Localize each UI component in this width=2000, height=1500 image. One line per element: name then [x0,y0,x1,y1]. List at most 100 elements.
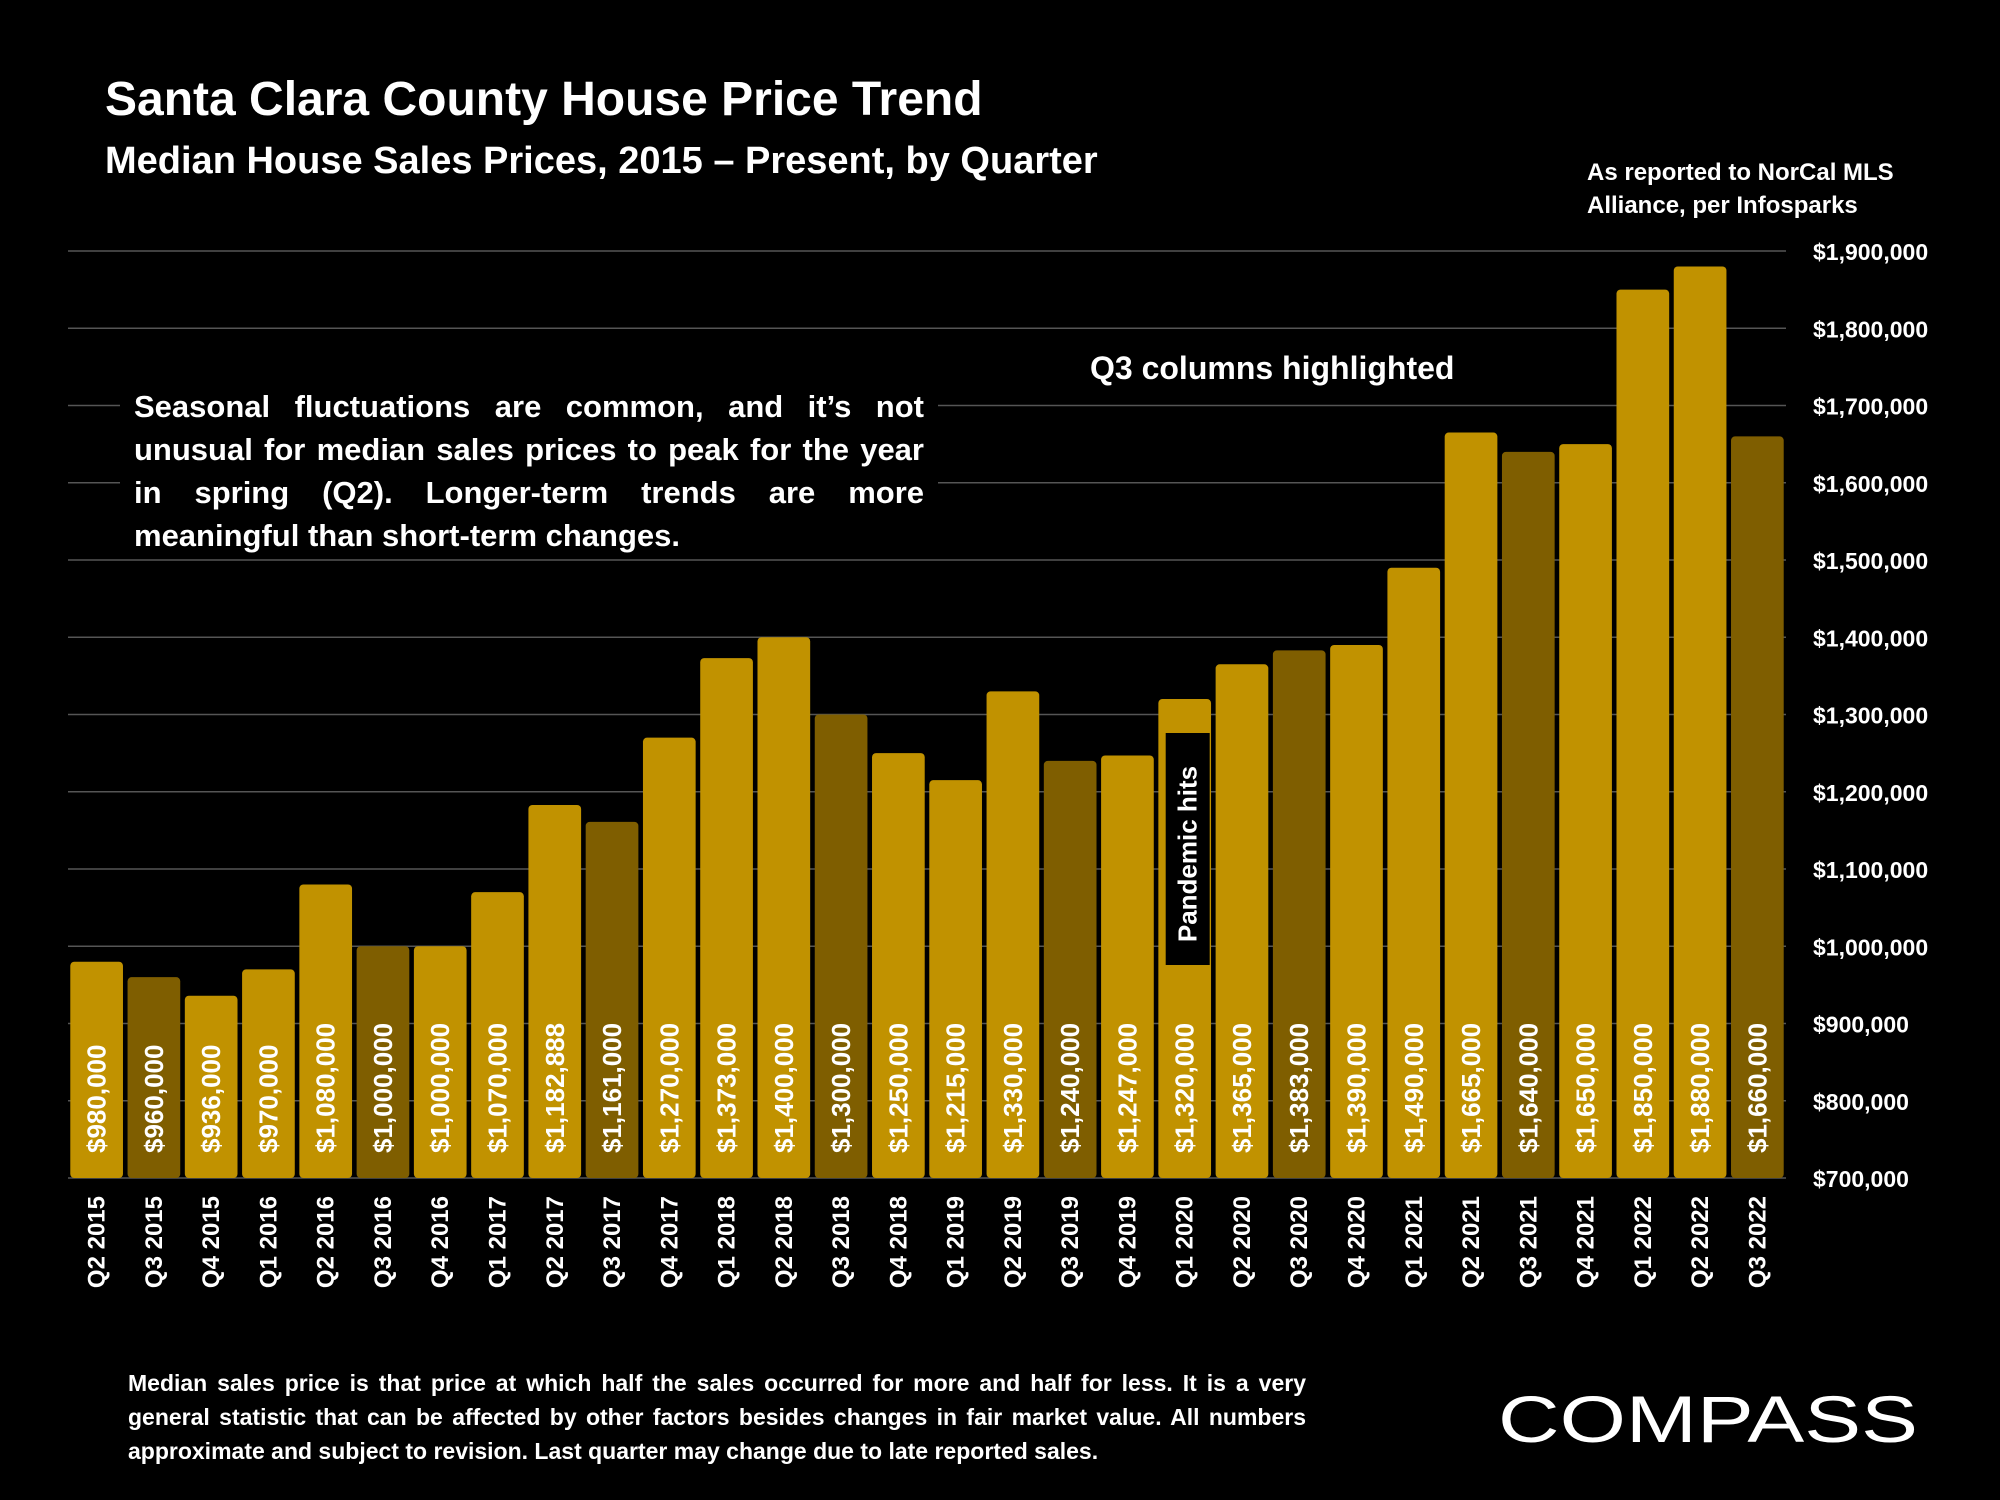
bar [242,969,295,1178]
x-tick-label: Q3 2016 [370,1196,397,1288]
seasonal-note: Seasonal fluctuations are common, and it… [120,385,938,557]
x-tick-label: Q2 2021 [1458,1196,1485,1288]
bar [642,737,696,1178]
data-label: $1,215,000 [941,1023,971,1153]
bar [700,658,753,1178]
x-tick-label: Q1 2017 [485,1196,512,1288]
y-tick-label: $1,200,000 [1813,780,1928,806]
bar [757,637,811,1178]
data-label: $1,365,000 [1227,1023,1257,1153]
y-tick-label: $1,700,000 [1813,394,1928,420]
data-label: $936,000 [196,1045,226,1153]
data-label: $980,000 [82,1045,112,1153]
pandemic-callout-box [1165,733,1210,965]
bar [1101,755,1154,1178]
bar [70,961,123,1178]
x-tick-label: Q1 2021 [1401,1196,1428,1288]
bar [872,753,925,1178]
data-label: $1,640,000 [1513,1023,1543,1153]
y-tick-label: $1,400,000 [1813,625,1928,651]
x-tick-label: Q2 2020 [1229,1196,1256,1288]
x-tick-label: Q3 2022 [1744,1196,1771,1288]
y-tick-label: $1,100,000 [1813,857,1928,883]
data-label: $1,850,000 [1628,1023,1658,1153]
x-tick-label: Q4 2021 [1573,1196,1600,1288]
x-tick-label: Q2 2015 [84,1196,111,1288]
compass-logo: COMPASS [1498,1382,1918,1456]
x-tick-label: Q1 2022 [1630,1196,1657,1288]
y-tick-label: $1,000,000 [1813,934,1928,960]
bar [184,995,238,1178]
data-label: $1,270,000 [654,1023,684,1153]
x-tick-label: Q1 2018 [714,1196,741,1288]
pandemic-note: Pandemic hits [1173,766,1203,942]
logo-text: COMPASS [1498,1382,1918,1456]
x-tick-label: Q1 2016 [255,1196,282,1288]
x-tick-label: Q2 2018 [771,1196,798,1288]
bar [299,884,353,1178]
x-tick-label: Q4 2015 [198,1196,225,1288]
data-label: $1,300,000 [826,1023,856,1153]
data-label: $1,373,000 [712,1023,742,1153]
data-label: $1,660,000 [1742,1023,1772,1153]
bar [528,804,582,1178]
data-label: $1,383,000 [1284,1023,1314,1153]
y-tick-label: $800,000 [1813,1089,1909,1115]
bar [1330,644,1383,1178]
x-tick-label: Q2 2019 [1000,1196,1027,1288]
data-label: $1,330,000 [998,1023,1028,1153]
footnote: Median sales price is that price at whic… [128,1370,1306,1464]
data-label: $1,320,000 [1170,1023,1200,1153]
bar [929,780,982,1178]
x-tick-label: Q1 2020 [1172,1196,1199,1288]
x-tick-label: Q3 2019 [1057,1196,1084,1288]
x-tick-label: Q2 2016 [313,1196,340,1288]
data-label: $1,080,000 [311,1023,341,1153]
bar [1731,436,1784,1178]
data-label: $1,000,000 [425,1023,455,1153]
data-label: $1,182,888 [540,1023,570,1153]
x-tick-label: Q1 2019 [943,1196,970,1288]
chart-subtitle: Median House Sales Prices, 2015 – Presen… [105,140,1098,182]
y-tick-label: $900,000 [1813,1012,1909,1038]
bar [1444,432,1498,1179]
data-label: $1,070,000 [483,1023,513,1153]
x-tick-label: Q4 2017 [656,1196,683,1288]
bar [1215,664,1269,1178]
data-label: $1,000,000 [368,1023,398,1153]
data-label: $1,400,000 [769,1023,799,1153]
bar [1043,760,1097,1178]
data-label: $1,490,000 [1399,1023,1429,1153]
bar [471,892,524,1178]
data-label: $1,880,000 [1685,1023,1715,1153]
data-label: $1,650,000 [1571,1023,1601,1153]
data-label: $960,000 [139,1045,169,1153]
data-label: $970,000 [253,1045,283,1153]
x-tick-label: Q2 2017 [542,1196,569,1288]
source-note: As reported to NorCal MLS Alliance, per … [1587,159,1894,219]
data-label: $1,250,000 [883,1023,913,1153]
y-tick-label: $1,900,000 [1813,239,1928,265]
x-tick-label: Q3 2020 [1286,1196,1313,1288]
x-tick-label: Q2 2022 [1687,1196,1714,1288]
y-tick-label: $1,600,000 [1813,471,1928,497]
bar [127,977,181,1178]
data-label: $1,161,000 [597,1023,627,1153]
data-label: $1,665,000 [1456,1023,1486,1153]
y-tick-label: $1,500,000 [1813,548,1928,574]
bar [585,821,639,1178]
bar [1501,451,1555,1179]
bar [986,691,1040,1178]
bar [356,946,410,1178]
data-label: $1,240,000 [1055,1023,1085,1153]
bar [1387,567,1441,1178]
q3-highlight-note: Q3 columns highlighted [1090,350,1455,386]
bar [413,946,467,1178]
bar [814,714,868,1178]
x-tick-label: Q4 2018 [885,1196,912,1288]
data-label: $1,247,000 [1112,1023,1142,1153]
y-tick-label: $1,300,000 [1813,703,1928,729]
bar [1559,444,1612,1178]
chart-title: Santa Clara County House Price Trend [105,73,983,126]
